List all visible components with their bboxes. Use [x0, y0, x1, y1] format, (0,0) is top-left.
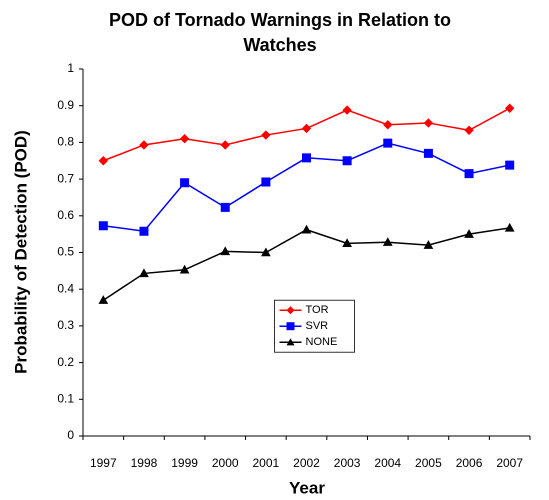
marker — [342, 156, 352, 166]
y-tick-label: 0.5 — [57, 245, 74, 259]
marker — [464, 229, 474, 238]
marker — [504, 222, 515, 232]
y-tick-label: 0.1 — [57, 391, 74, 405]
y-tick-label: 0.6 — [57, 208, 74, 222]
y-tick-label: 0.3 — [57, 318, 74, 332]
y-tick-label: 0.8 — [57, 135, 74, 149]
legend-marker — [286, 322, 295, 331]
legend-label: SVR — [306, 320, 329, 332]
marker — [98, 156, 109, 166]
marker — [179, 134, 190, 144]
x-tick-label: 2005 — [415, 456, 442, 470]
legend: TOR SVR NONE — [274, 299, 355, 353]
y-axis-title: Probability of Detection (POD) — [11, 130, 30, 374]
legend-label: NONE — [306, 336, 338, 348]
marker — [220, 246, 231, 256]
marker — [505, 160, 515, 170]
y-tick-label: 1 — [67, 61, 74, 75]
x-tick-label: 2007 — [496, 456, 523, 470]
marker — [342, 238, 352, 248]
marker — [423, 240, 434, 249]
series — [98, 103, 515, 166]
x-tick-label: 2004 — [374, 456, 401, 470]
y-tick-label: 0 — [67, 428, 74, 442]
legend-label: TOR — [306, 304, 329, 316]
marker — [383, 120, 393, 130]
marker — [179, 264, 190, 274]
x-axis-title: Year — [289, 478, 325, 497]
x-tick-label: 2000 — [212, 456, 239, 470]
x-tick-label: 2002 — [293, 456, 320, 470]
marker — [139, 226, 149, 236]
x-tick-label: 1998 — [131, 456, 158, 470]
marker — [139, 140, 149, 150]
x-tick-label: 1999 — [171, 456, 198, 470]
marker — [98, 221, 108, 231]
chart-title: POD of Tornado Warnings in Relation to W… — [109, 10, 451, 55]
marker — [261, 130, 271, 140]
x-tick-label: 1997 — [90, 456, 117, 470]
x-tick-label: 2003 — [334, 456, 361, 470]
marker — [302, 153, 311, 163]
marker — [464, 169, 474, 179]
y-tick-label: 0.2 — [57, 355, 74, 369]
marker — [423, 118, 434, 128]
line — [102, 227, 510, 301]
marker — [220, 202, 230, 212]
y-tick-label: 0.4 — [57, 281, 74, 295]
marker — [382, 237, 393, 246]
marker — [464, 125, 474, 135]
series — [98, 222, 515, 304]
marker — [98, 295, 109, 304]
series — [98, 138, 515, 236]
legend-marker — [286, 306, 295, 315]
x-tick-label: 2006 — [456, 456, 483, 470]
line — [103, 107, 511, 162]
marker — [220, 140, 230, 150]
marker — [504, 103, 515, 113]
marker — [261, 247, 271, 257]
marker — [261, 177, 271, 187]
y-tick-label: 0.7 — [57, 171, 74, 185]
marker — [342, 105, 352, 115]
legend-marker — [286, 338, 295, 346]
marker — [180, 178, 190, 188]
marker — [139, 268, 149, 278]
marker — [301, 123, 312, 134]
x-tick-label: 2001 — [253, 456, 280, 470]
marker — [423, 148, 433, 158]
y-tick-label: 0.9 — [57, 98, 74, 112]
marker — [301, 224, 312, 234]
marker — [383, 138, 393, 148]
